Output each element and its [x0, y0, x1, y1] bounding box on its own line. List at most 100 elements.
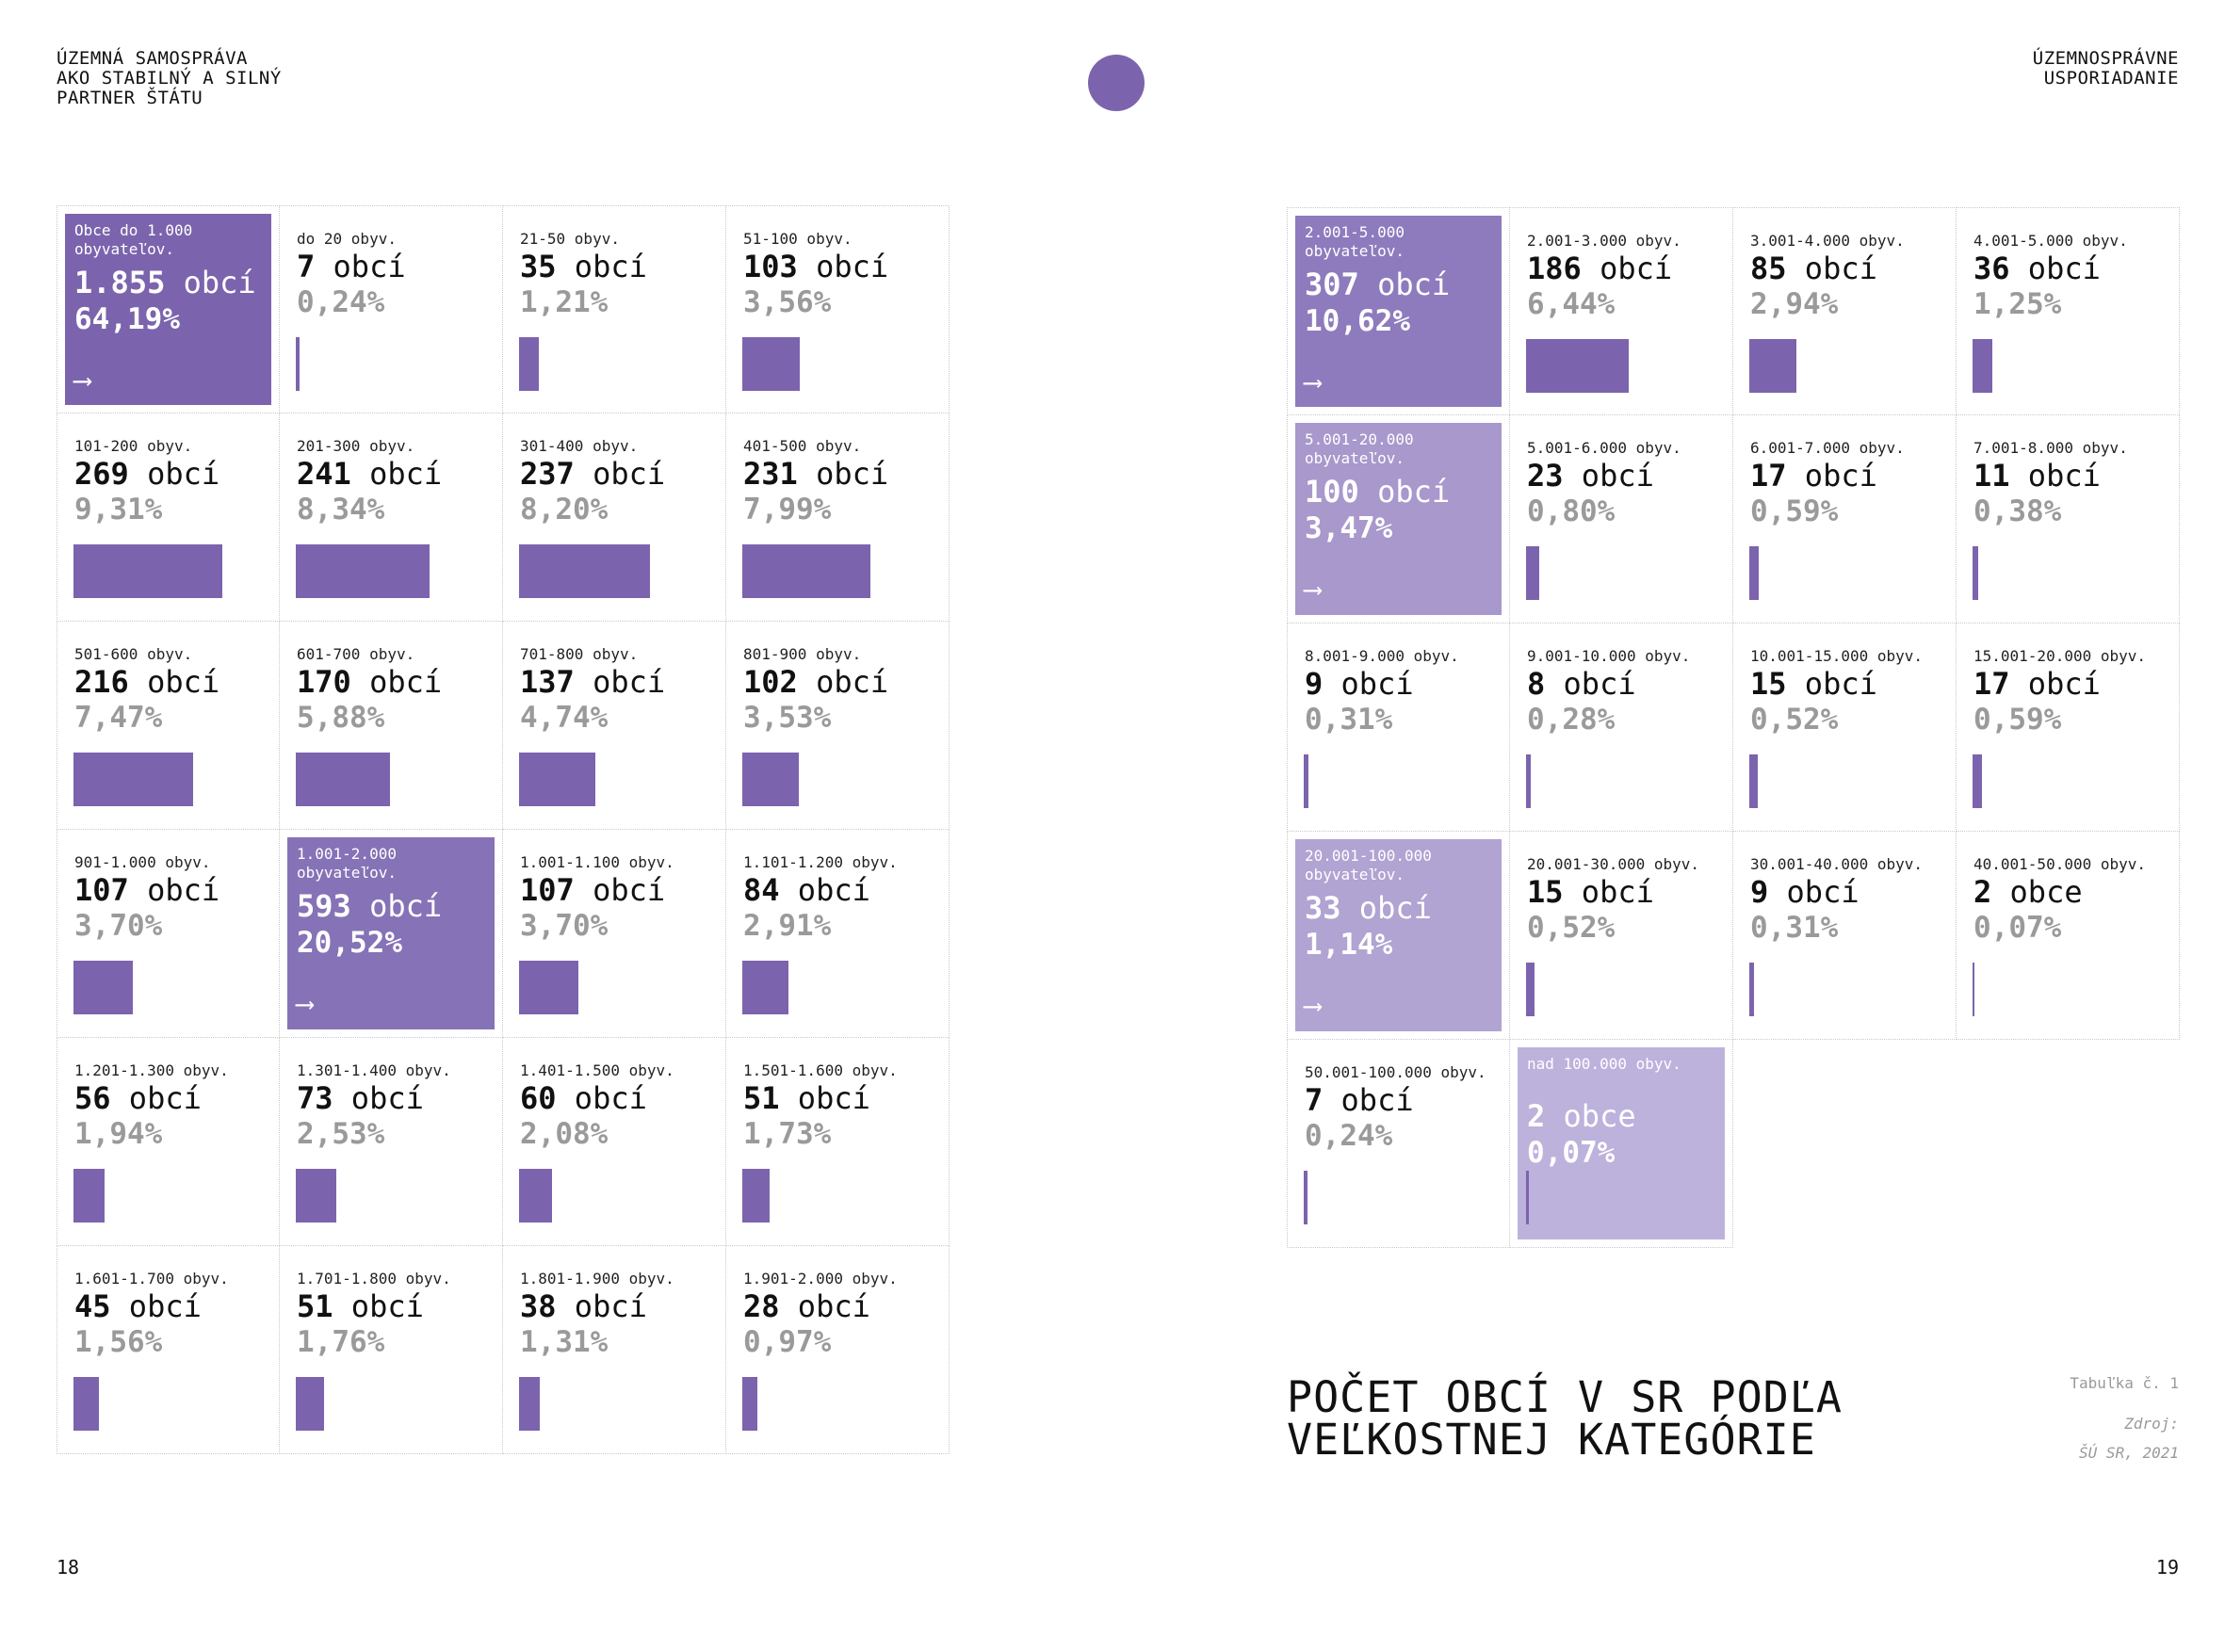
category-cell: 50.001-100.000 obyv. 7 obcí 0,24%	[1287, 1040, 1510, 1248]
category-cell: 51-100 obyv. 103 obcí 3,56%	[726, 205, 950, 413]
cell-body: 1.101-1.200 obyv. 84 obcí 2,91%	[734, 837, 941, 1029]
cell-body: 50.001-100.000 obyv. 7 obcí 0,24%	[1295, 1047, 1502, 1239]
cell-body: 10.001-15.000 obyv. 15 obcí 0,52%	[1741, 631, 1948, 823]
category-cell: 501-600 obyv. 216 obcí 7,47%	[57, 622, 280, 830]
share-percent: 3,56%	[743, 285, 832, 319]
count-unit: obcí	[816, 249, 889, 284]
count-number: 9	[1305, 666, 1324, 702]
count-unit: obcí	[1804, 458, 1877, 494]
municipality-count: 241 obcí	[297, 456, 442, 492]
count-unit: obcí	[147, 872, 220, 908]
count-unit: obcí	[574, 1288, 647, 1324]
category-label: 201-300 obyv.	[297, 437, 415, 455]
cell-body: 20.001-30.000 obyv. 15 obcí 0,52%	[1518, 839, 1725, 1031]
category-cell: 15.001-20.000 obyv. 17 obcí 0,59%	[1957, 624, 2180, 832]
count-number: 269	[74, 456, 129, 492]
count-number: 35	[520, 249, 557, 284]
municipality-count: 45 obcí	[74, 1288, 202, 1324]
cell-body: 1.301-1.400 obyv. 73 obcí 2,53%	[287, 1045, 495, 1238]
count-unit: obcí	[128, 1288, 202, 1324]
page-number-right: 19	[2155, 1556, 2179, 1579]
category-label: 1.601-1.700 obyv.	[74, 1270, 229, 1288]
category-cell: 7.001-8.000 obyv. 11 obcí 0,38%	[1957, 415, 2180, 624]
category-label: 15.001-20.000 obyv.	[1973, 647, 2147, 665]
share-percent: 1,31%	[520, 1325, 609, 1359]
count-unit: obcí	[369, 456, 443, 492]
share-percent: 1,94%	[74, 1117, 163, 1151]
count-number: 137	[520, 664, 575, 700]
category-cell: 201-300 obyv. 241 obcí 8,34%	[280, 413, 503, 622]
municipality-count: 231 obcí	[743, 456, 888, 492]
share-bar	[296, 753, 390, 806]
count-number: 11	[1973, 458, 2010, 494]
category-label: Obce do 1.000 obyvateľov.	[74, 221, 193, 258]
arrow-right-icon: ⟶	[74, 364, 90, 396]
share-bar	[1526, 1171, 1529, 1224]
share-bar	[73, 1377, 99, 1431]
count-number: 84	[743, 872, 780, 908]
category-label: 20.001-30.000 obyv.	[1527, 855, 1700, 873]
count-number: 107	[74, 872, 129, 908]
count-unit: obcí	[1377, 267, 1451, 302]
cell-body: 3.001-4.000 obyv. 85 obcí 2,94%	[1741, 216, 1948, 407]
cell-body: 1.901-2.000 obyv. 28 obcí 0,97%	[734, 1254, 941, 1446]
municipality-count: 7 obcí	[1305, 1082, 1414, 1118]
municipality-count: 8 obcí	[1527, 666, 1636, 702]
share-bar	[742, 753, 799, 806]
count-number: 23	[1527, 458, 1564, 494]
share-percent: 6,44%	[1527, 287, 1616, 321]
share-bar	[742, 544, 870, 598]
share-bar	[296, 1169, 336, 1223]
municipality-count: 2 obce	[1973, 874, 2083, 910]
municipality-count: 51 obcí	[743, 1080, 870, 1116]
category-cell: 40.001-50.000 obyv. 2 obce 0,07%	[1957, 832, 2180, 1040]
count-number: 38	[520, 1288, 557, 1324]
count-number: 7	[297, 249, 316, 284]
count-unit: obcí	[1377, 474, 1451, 510]
category-label: 9.001-10.000 obyv.	[1527, 647, 1691, 665]
category-cell: 20.001-100.000 obyvateľov. 33 obcí 1,14% ⟶	[1287, 832, 1510, 1040]
count-unit: obcí	[1786, 874, 1860, 910]
count-number: 51	[297, 1288, 333, 1324]
municipality-count: 28 obcí	[743, 1288, 870, 1324]
count-number: 231	[743, 456, 798, 492]
category-cell: 4.001-5.000 obyv. 36 obcí 1,25%	[1957, 207, 2180, 415]
municipality-count: 186 obcí	[1527, 251, 1672, 286]
cell-body: 40.001-50.000 obyv. 2 obce 0,07%	[1964, 839, 2171, 1031]
count-number: 102	[743, 664, 798, 700]
municipality-count: 9 obcí	[1750, 874, 1860, 910]
category-cell: 601-700 obyv. 170 obcí 5,88%	[280, 622, 503, 830]
cell-body: 30.001-40.000 obyv. 9 obcí 0,31%	[1741, 839, 1948, 1031]
count-number: 45	[74, 1288, 111, 1324]
category-label: 1.001-1.100 obyv.	[520, 853, 674, 871]
municipality-count: 73 obcí	[297, 1080, 424, 1116]
cell-body: 701-800 obyv. 137 obcí 4,74%	[511, 629, 718, 821]
share-bar	[1526, 546, 1539, 600]
municipality-count: 100 obcí	[1305, 474, 1450, 510]
count-unit: obcí	[816, 456, 889, 492]
share-percent: 1,76%	[297, 1325, 385, 1359]
category-cell: 801-900 obyv. 102 obcí 3,53%	[726, 622, 950, 830]
category-label: 1.101-1.200 obyv.	[743, 853, 898, 871]
count-unit: obcí	[2027, 251, 2101, 286]
cell-body: 7.001-8.000 obyv. 11 obcí 0,38%	[1964, 423, 2171, 615]
share-bar	[73, 544, 223, 598]
count-unit: obcí	[1563, 666, 1636, 702]
count-number: 1.855	[74, 265, 166, 300]
municipality-count: 216 obcí	[74, 664, 219, 700]
share-percent: 0,59%	[1973, 703, 2062, 737]
municipality-count: 107 obcí	[520, 872, 665, 908]
cell-body: 1.001-2.000 obyvateľov. 593 obcí 20,52% ⟶	[287, 837, 495, 1029]
share-bar	[1973, 754, 1983, 808]
municipality-count: 35 obcí	[520, 249, 647, 284]
category-label: 1.201-1.300 obyv.	[74, 1061, 229, 1079]
category-label: 1.501-1.600 obyv.	[743, 1061, 898, 1079]
share-bar	[296, 544, 430, 598]
header-right-title: ÚZEMNOSPRÁVNE USPORIADANIE	[2032, 48, 2179, 89]
share-percent: 20,52%	[297, 926, 402, 960]
cell-body: 1.801-1.900 obyv. 38 obcí 1,31%	[511, 1254, 718, 1446]
category-cell: 1.001-1.100 obyv. 107 obcí 3,70%	[503, 830, 726, 1038]
count-unit: obce	[1563, 1098, 1636, 1134]
municipality-count: 51 obcí	[297, 1288, 424, 1324]
left-category-grid: Obce do 1.000 obyvateľov. 1.855 obcí 64,19…	[57, 205, 950, 1454]
